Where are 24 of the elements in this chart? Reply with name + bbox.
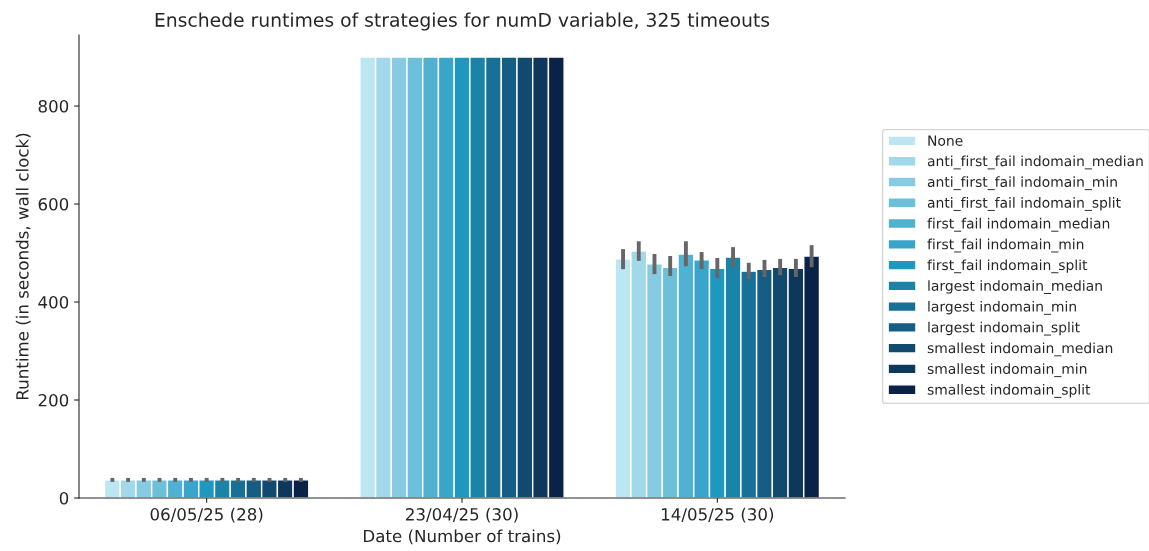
legend-label: anti_first_fail indomain_median — [927, 155, 1143, 170]
y-tick-label: 600 — [38, 197, 69, 211]
legend-label: largest indomain_min — [928, 300, 1076, 315]
legend-label: smallest indomain_min — [927, 363, 1087, 378]
x-tick-label: 23/04/25 (30) — [406, 507, 518, 523]
legend-label: largest indomain_split — [928, 321, 1080, 336]
y-tick-label: 200 — [38, 393, 69, 407]
y-axis-title: Runtime (in seconds, wall clock) — [15, 133, 31, 400]
legend-label: anti_first_fail indomain_min — [927, 176, 1117, 191]
y-tick-label: 0 — [59, 491, 69, 505]
legend-label: anti_first_fail indomain_split — [927, 197, 1121, 211]
x-axis-title: Date (Number of trains) — [364, 529, 561, 545]
legend-label: smallest indomain_split — [927, 384, 1091, 398]
y-tick-label: 800 — [38, 100, 69, 113]
legend-label: first_fail indomain_split — [927, 259, 1088, 274]
x-tick-label: 06/05/25 (28) — [150, 507, 263, 523]
x-tick-label: 14/05/25 (30) — [661, 507, 774, 523]
legend-label: None — [928, 135, 963, 146]
y-tick-label: 400 — [38, 295, 69, 309]
chart-title: Enschede runtimes of strategies for numD variable, 325 timeouts — [155, 12, 770, 31]
legend-label: first_fail indomain_min — [927, 238, 1084, 253]
legend-label: smallest indomain_median — [927, 342, 1113, 357]
legend-label: first_fail indomain_median — [927, 217, 1110, 232]
legend-label: largest indomain_median — [928, 280, 1102, 294]
